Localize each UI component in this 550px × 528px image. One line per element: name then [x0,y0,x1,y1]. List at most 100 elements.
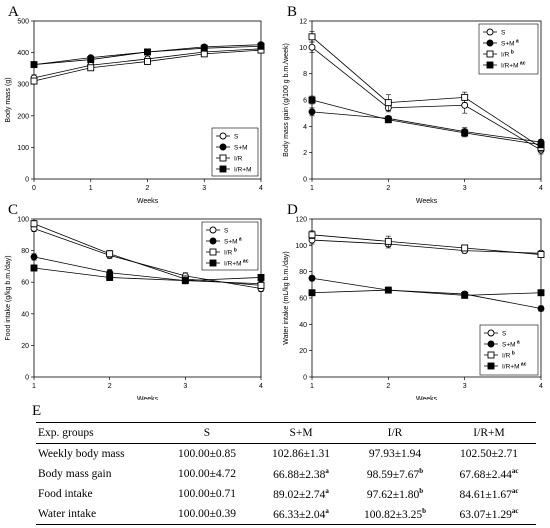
legend-marker [486,50,494,58]
legend-label: I/R b [501,50,514,59]
y-tick-label: 300 [17,82,29,89]
data-point [384,237,392,245]
y-tick-label: 0 [303,375,307,382]
legend-label: I/R+M ac [502,362,527,371]
data-point [257,281,265,289]
results-table: Exp. groups S S+M I/R I/R+M Weekly body mass… [36,422,536,525]
cell-value: 100.82±3.25 [364,508,423,521]
data-point [200,50,208,58]
table-header-row: Exp. groups S S+M I/R I/R+M [36,422,536,444]
series-line [311,111,542,143]
x-tick-label: 1 [89,185,93,192]
legend-marker [219,143,227,151]
y-tick-label: 0 [303,177,307,184]
y-tick-label: 80 [299,269,307,276]
column-header: S+M [289,427,313,439]
table-cell: 98.59±7.67b [348,464,442,484]
cell-value: 63.07±1.29 [459,508,512,521]
x-tick-label: 2 [386,185,390,192]
data-point [461,101,469,109]
y-tick-label: 100 [295,243,307,250]
data-point [308,108,316,116]
legend-label: S [502,331,507,338]
legend-marker [487,351,495,359]
x-tick-label: 3 [463,383,467,390]
legend-marker [209,237,217,245]
x-axis-label: Weeks [137,198,159,205]
table-cell: 100.82±3.25b [348,504,442,525]
y-tick-label: 100 [17,217,29,224]
legend-superscript: a [238,237,242,243]
data-point [106,274,114,281]
data-point [384,286,392,294]
cell-superscript: a [325,487,329,496]
legend-superscript: ac [519,61,526,67]
cell-value: 102.86±1.31 [271,448,331,460]
legend-label: S [234,134,239,141]
data-point [30,77,38,85]
panel-letter: B [287,4,297,20]
data-point [181,277,189,285]
data-point [384,99,392,107]
legend-label: S+M [234,145,248,152]
panel-letter: A [8,4,19,20]
column-header: I/R+M [473,427,505,439]
table-row: Weekly body mass 100.00±0.85 102.86±1.31 97… [36,444,536,465]
data-point [144,57,151,65]
legend-marker [219,165,227,173]
legend-label: I/R b [502,351,515,360]
x-tick-label: 3 [202,185,206,192]
series-i-r-m [308,95,545,149]
table-cell: 100.00±0.71 [160,484,254,504]
data-point [461,93,469,101]
y-tick-label: 4 [303,124,307,131]
x-tick-label: 0 [32,185,36,192]
table-cell: 97.93±1.94 [348,444,442,465]
x-tick-label: 4 [539,185,543,192]
series-line [311,47,542,151]
y-tick-label: 8 [303,71,307,78]
data-point [537,251,545,259]
column-header: Exp. groups [38,427,94,439]
data-point [461,291,469,299]
table-cell: 100.00±0.85 [160,444,254,465]
legend-label: I/R+M ac [224,259,249,268]
x-axis-label: Weeks [416,396,438,400]
y-tick-label: 12 [299,19,307,26]
x-tick-label: 3 [183,383,187,390]
y-axis-label: Body mass gain (g/100 g b.m./week) [283,43,290,157]
cell-superscript: a [325,467,329,476]
legend: S S+M I/R I/R+M [211,127,259,177]
legend-superscript: ac [242,259,249,265]
panel-letter-e: E [32,403,42,419]
legend-label: S+M a [502,340,520,349]
y-tick-label: 6 [303,98,307,105]
series-line [311,36,542,148]
x-tick-label: 4 [259,383,263,390]
cell-value: 84.61±1.67 [459,488,512,501]
x-tick-label: 3 [463,185,467,192]
legend-marker [219,132,227,140]
cell-superscript: a [325,507,329,516]
table-cell: 63.07±1.29ac [442,504,536,525]
table-cell: 89.02±2.74a [254,484,348,504]
table-row: Body mass gain 100.00±4.72 66.88±2.38a 98.5… [36,464,536,484]
legend-label: I/R [234,156,243,163]
data-point [87,56,95,64]
y-tick-label: 60 [21,280,29,287]
table-row: Water intake 100.00±0.39 66.33±2.04a 100.82… [36,504,536,525]
x-tick-label: 2 [386,383,390,390]
data-point [537,141,545,149]
legend-marker [219,154,227,162]
data-point [30,253,38,261]
cell-value: 100.00±0.39 [177,508,237,520]
table-cell: 67.68±2.44ac [442,464,536,484]
cell-value: 97.93±1.94 [368,448,422,460]
series-s-m [308,274,545,312]
data-point [537,305,545,312]
legend-superscript: a [515,39,519,45]
cell-superscript: b [419,487,424,496]
data-point [308,33,316,41]
legend-superscript: b [510,351,514,357]
